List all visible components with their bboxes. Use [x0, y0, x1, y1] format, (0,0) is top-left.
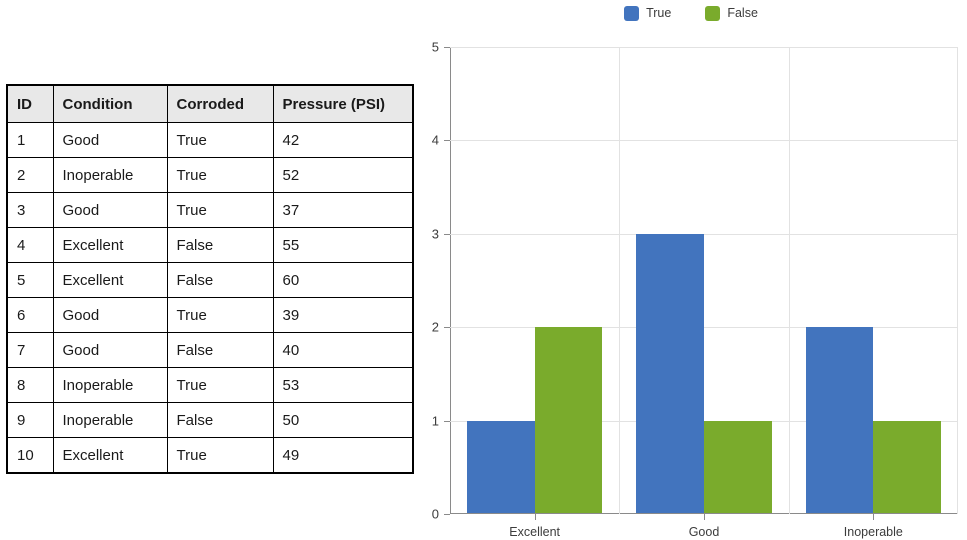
cell-condition: Good — [52, 332, 168, 368]
cell-pressure: 53 — [272, 367, 414, 403]
cell-pressure: 50 — [272, 402, 414, 438]
cell-pressure: 60 — [272, 262, 414, 298]
grouped-bar-chart-panel: True False 0 1 2 3 4 5 Excellent Good Inoperabl… — [415, 0, 967, 540]
legend-item-true[interactable]: True — [624, 6, 671, 21]
category-separator — [788, 47, 790, 514]
cell-id: 6 — [6, 297, 54, 333]
y-axis-tick — [444, 47, 450, 48]
x-axis-tick-label-good: Good — [688, 525, 720, 539]
table-row[interactable]: 4 Excellent False 55 — [6, 227, 414, 263]
cell-pressure: 55 — [272, 227, 414, 263]
x-axis-tick-label-inoperable: Inoperable — [843, 525, 903, 539]
gridline — [450, 140, 958, 142]
y-axis-tick-label: 5 — [431, 39, 439, 55]
cell-id: 4 — [6, 227, 54, 263]
cell-condition: Inoperable — [52, 402, 168, 438]
cell-pressure: 40 — [272, 332, 414, 368]
table-row[interactable]: 5 Excellent False 60 — [6, 262, 414, 298]
data-table-panel: ID Condition Corroded Pressure (PSI) 1 G… — [6, 84, 414, 474]
y-axis-tick — [444, 233, 450, 235]
table-header-row: ID Condition Corroded Pressure (PSI) — [6, 84, 414, 123]
cell-condition: Excellent — [52, 262, 168, 298]
column-header-id[interactable]: ID — [6, 84, 54, 123]
y-axis-tick — [444, 514, 450, 515]
x-axis-tick — [704, 514, 705, 520]
plot-right-edge — [957, 47, 958, 514]
table-row[interactable]: 10 Excellent True 49 — [6, 437, 414, 474]
bar-excellent-true[interactable] — [466, 420, 535, 513]
plot-area: 0 1 2 3 4 5 Excellent Good Inoperable — [432, 41, 958, 538]
cell-corroded: False — [166, 402, 274, 438]
y-axis-tick-label: 2 — [431, 319, 439, 335]
cell-id: 10 — [6, 437, 54, 474]
bar-excellent-false[interactable] — [534, 327, 603, 513]
cell-condition: Inoperable — [52, 157, 168, 193]
cell-corroded: True — [166, 367, 274, 403]
y-axis-tick-label: 4 — [431, 132, 439, 148]
cell-id: 3 — [6, 192, 54, 228]
column-header-pressure[interactable]: Pressure (PSI) — [272, 84, 414, 123]
legend-swatch-true-icon — [624, 6, 640, 21]
cell-corroded: True — [166, 192, 274, 228]
y-axis-tick-label: 1 — [431, 413, 439, 429]
table-row[interactable]: 3 Good True 37 — [6, 192, 414, 228]
gridline — [450, 233, 958, 235]
category-separator — [619, 47, 621, 514]
y-axis-line — [450, 47, 451, 514]
cell-pressure: 49 — [272, 437, 414, 474]
x-axis-tick-label-excellent: Excellent — [509, 525, 561, 539]
column-header-corroded[interactable]: Corroded — [166, 84, 274, 123]
cell-condition: Good — [52, 192, 168, 228]
cell-id: 2 — [6, 157, 54, 193]
inspection-data-table: ID Condition Corroded Pressure (PSI) 1 G… — [6, 84, 414, 474]
bar-inoperable-false[interactable] — [873, 420, 942, 513]
cell-corroded: True — [166, 122, 274, 158]
cell-id: 9 — [6, 402, 54, 438]
gridline — [450, 327, 958, 329]
legend-swatch-false-icon — [705, 6, 721, 21]
cell-pressure: 42 — [272, 122, 414, 158]
cell-corroded: True — [166, 437, 274, 474]
y-axis-tick — [444, 327, 450, 329]
cell-corroded: False — [166, 332, 274, 368]
column-header-condition[interactable]: Condition — [52, 84, 168, 123]
bar-good-false[interactable] — [704, 420, 772, 513]
cell-condition: Excellent — [52, 227, 168, 263]
gridline — [450, 47, 958, 48]
cell-pressure: 52 — [272, 157, 414, 193]
table-row[interactable]: 1 Good True 42 — [6, 122, 414, 158]
cell-pressure: 39 — [272, 297, 414, 333]
cell-id: 5 — [6, 262, 54, 298]
cell-id: 7 — [6, 332, 54, 368]
bar-good-true[interactable] — [636, 233, 704, 513]
table-row[interactable]: 7 Good False 40 — [6, 332, 414, 368]
legend-item-false[interactable]: False — [705, 6, 758, 21]
y-axis-tick — [444, 420, 450, 422]
x-axis-tick — [534, 514, 536, 520]
cell-corroded: True — [166, 297, 274, 333]
y-axis-tick — [444, 140, 450, 142]
chart-legend: True False — [415, 6, 967, 21]
table-row[interactable]: 2 Inoperable True 52 — [6, 157, 414, 193]
x-axis-tick — [873, 514, 875, 520]
bar-inoperable-true[interactable] — [805, 327, 874, 513]
cell-corroded: False — [166, 262, 274, 298]
cell-condition: Excellent — [52, 437, 168, 474]
x-axis-line — [450, 513, 958, 514]
cell-condition: Good — [52, 122, 168, 158]
cell-corroded: True — [166, 157, 274, 193]
legend-label-true: True — [646, 6, 672, 21]
y-axis-tick-label: 3 — [431, 226, 439, 242]
cell-id: 8 — [6, 367, 54, 403]
cell-id: 1 — [6, 122, 54, 158]
table-row[interactable]: 8 Inoperable True 53 — [6, 367, 414, 403]
legend-label-false: False — [727, 6, 758, 21]
cell-condition: Inoperable — [52, 367, 168, 403]
table-row[interactable]: 6 Good True 39 — [6, 297, 414, 333]
table-row[interactable]: 9 Inoperable False 50 — [6, 402, 414, 438]
y-axis-tick-label: 0 — [431, 506, 439, 522]
cell-corroded: False — [166, 227, 274, 263]
cell-condition: Good — [52, 297, 168, 333]
cell-pressure: 37 — [272, 192, 414, 228]
